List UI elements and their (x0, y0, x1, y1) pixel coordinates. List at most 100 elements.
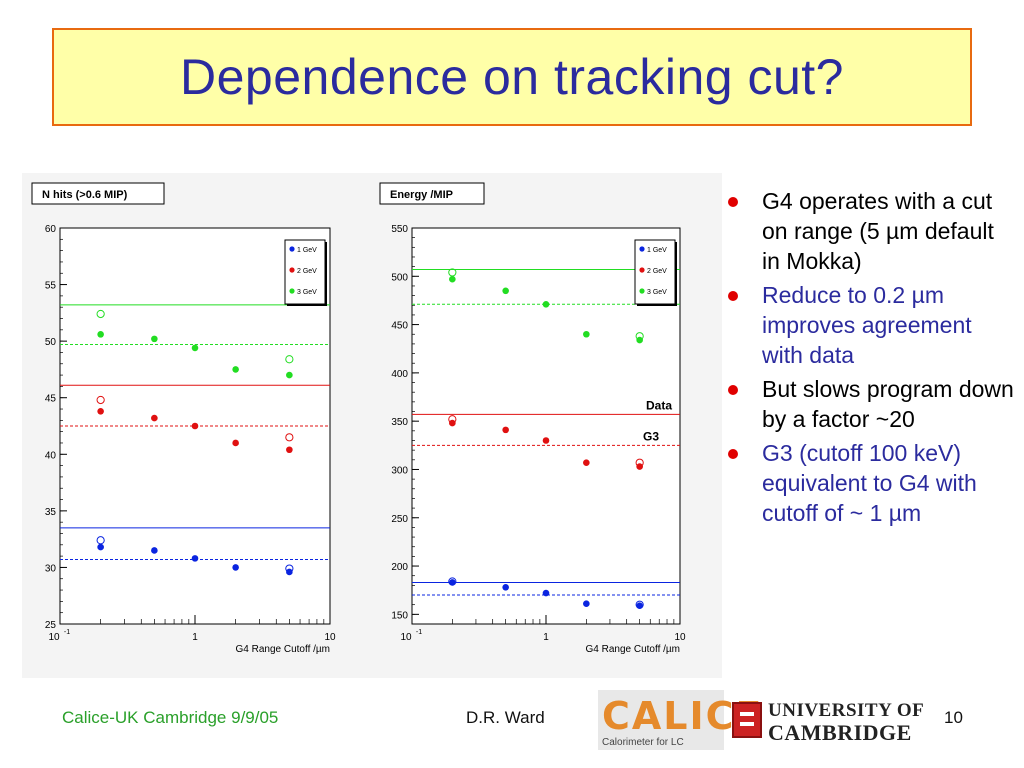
bullet-text: G3 (cutoff 100 keV) equivalent to G4 wit… (762, 440, 977, 526)
data-point-3-gev (449, 275, 456, 283)
chart-title-box (379, 182, 485, 205)
y-tick-label: 500 (391, 272, 408, 283)
data-point-1-gev (97, 543, 104, 551)
data-point-3-gev (191, 344, 199, 352)
y-tick-label: 25 (45, 620, 57, 631)
x-tick-label-exponent: -1 (416, 629, 422, 636)
data-point-2-gev (191, 422, 199, 430)
bullet-text: But slows program down by a factor ~20 (762, 376, 1014, 432)
data-point-1-gev (502, 583, 509, 591)
footer-author: D.R. Ward (466, 708, 545, 727)
plot-area: N hits (>0.6 MIP) 25 30 35 40 45 50 55 60 10 -1 1 10… (22, 173, 722, 678)
open-marker-3-gev (635, 332, 644, 341)
open-marker-1-gev (285, 564, 294, 573)
line-label-data: Data (646, 398, 672, 412)
bullet-dot-icon (728, 385, 738, 395)
title-box: Dependence on tracking cut? (52, 28, 972, 126)
legend-label: 3 GeV (297, 289, 317, 296)
calice-logo: CALICE Calorimeter for LC (598, 690, 762, 750)
data-point-3-gev (502, 287, 509, 295)
x-axis-label: G4 Range Cutoff /µm (235, 644, 330, 655)
data-point-1-gev (151, 547, 158, 554)
data-point-3-gev (151, 335, 158, 343)
open-marker-3-gev (448, 268, 457, 277)
cambridge-logo-line1: UNIVERSITY OF (768, 700, 925, 721)
open-marker-3-gev (285, 355, 294, 364)
data-point-2-gev (151, 414, 158, 422)
bullet-item: G4 operates with a cut on range (5 µm de… (728, 186, 1018, 276)
legend-label: 2 GeV (647, 268, 667, 275)
cambridge-logo: UNIVERSITY OF CAMBRIDGE (730, 694, 940, 748)
bullet-text: Reduce to 0.2 µm improves agreement with… (762, 282, 972, 368)
data-point-2-gev (502, 426, 509, 434)
data-point-3-gev (583, 330, 590, 338)
data-point-3-gev (97, 331, 104, 338)
chart-title: N hits (>0.6 MIP) (42, 189, 128, 201)
y-tick-label: 150 (391, 610, 408, 621)
open-marker-2-gev (285, 433, 294, 442)
data-point-1-gev (232, 564, 239, 571)
open-marker-1-gev (635, 600, 644, 609)
legend-label: 3 GeV (647, 289, 667, 296)
x-axis-label: G4 Range Cutoff /µm (585, 644, 680, 655)
data-point-3-gev (542, 301, 550, 308)
data-point-1-gev (636, 602, 643, 609)
slide-title: Dependence on tracking cut? (180, 49, 844, 105)
legend-marker-3-gev (639, 288, 645, 294)
open-marker-2-gev (96, 395, 105, 405)
open-marker-2-gev (448, 415, 457, 424)
data-point-2-gev (583, 459, 590, 467)
y-tick-label: 350 (391, 417, 408, 428)
y-tick-label: 450 (391, 321, 408, 332)
legend-label: 1 GeV (297, 247, 317, 254)
y-tick-label: 550 (391, 224, 408, 235)
bullet-dot-icon (728, 449, 738, 459)
x-tick-label-exponent: -1 (64, 629, 70, 636)
open-marker-1-gev (96, 536, 105, 545)
data-point-2-gev (97, 407, 104, 415)
y-tick-label: 45 (45, 394, 57, 405)
cambridge-crest-icon (732, 702, 762, 738)
chart-title: Energy /MIP (390, 189, 453, 201)
energy-chart: Energy /MIP 150 200 250 300 350 400 450 500 550 10… (379, 182, 686, 655)
x-tick-label: 1 (543, 632, 549, 643)
y-tick-label: 250 (391, 514, 408, 525)
nhits-chart: N hits (>0.6 MIP) 25 30 35 40 45 50 55 60 10 -1 1 10… (31, 182, 336, 655)
x-tick-label: 1 (192, 632, 198, 643)
legend-marker-3-gev (289, 288, 295, 294)
open-marker-2-gev (635, 458, 644, 467)
open-marker-1-gev (448, 577, 457, 586)
data-point-1-gev (449, 579, 456, 586)
bullet-dot-icon (728, 197, 738, 207)
cambridge-logo-line2: CAMBRIDGE (768, 720, 912, 745)
open-marker-3-gev (96, 309, 105, 319)
y-tick-label: 40 (45, 450, 57, 461)
data-point-1-gev (583, 600, 590, 608)
chart-panel-nhits: N hits (>0.6 MIP) 25 30 35 40 45 50 55 60 10 -1 1 10… (22, 173, 372, 678)
data-point-1-gev (191, 555, 199, 562)
y-tick-label: 50 (45, 337, 57, 348)
bullet-dot-icon (728, 291, 738, 301)
y-tick-label: 200 (391, 562, 408, 573)
calice-logo-subtitle: Calorimeter for LC (602, 737, 684, 748)
bullet-item: But slows program down by a factor ~20 (728, 374, 1018, 434)
bullet-item: Reduce to 0.2 µm improves agreement with… (728, 280, 1018, 370)
bullet-list: G4 operates with a cut on range (5 µm de… (728, 186, 1018, 532)
y-tick-label: 60 (45, 224, 57, 235)
data-point-1-gev (542, 589, 550, 597)
data-point-2-gev (232, 439, 239, 447)
data-point-2-gev (286, 446, 293, 454)
data-point-3-gev (286, 371, 293, 379)
page-number: 10 (944, 708, 963, 727)
legend-marker-1-gev (639, 246, 645, 252)
legend-marker-2-gev (639, 267, 645, 273)
y-tick-label: 30 (45, 563, 57, 574)
y-tick-label: 400 (391, 369, 408, 380)
data-point-2-gev (542, 437, 550, 444)
bullet-item: G3 (cutoff 100 keV) equivalent to G4 wit… (728, 438, 1018, 528)
footer-event: Calice-UK Cambridge 9/9/05 (62, 708, 279, 727)
chart-title-box (31, 182, 165, 205)
x-tick-label: 10 (400, 632, 412, 643)
legend-marker-2-gev (289, 267, 295, 273)
legend-marker-1-gev (289, 246, 295, 252)
